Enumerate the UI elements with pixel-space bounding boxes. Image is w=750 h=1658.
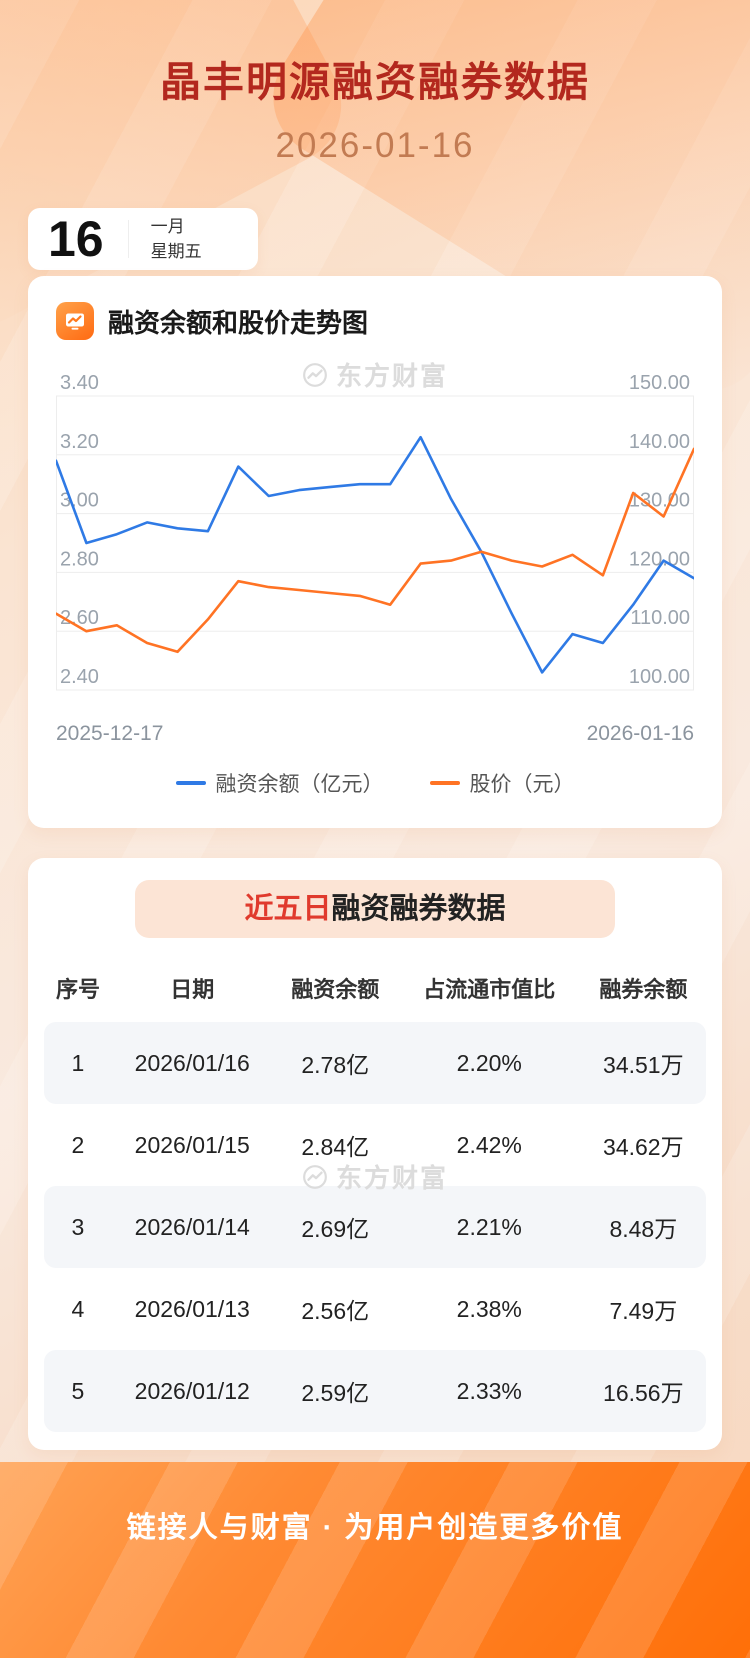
calendar-meta: 一月 星期五 <box>151 214 202 265</box>
table-cell: 5 <box>44 1350 112 1432</box>
svg-text:100.00: 100.00 <box>629 666 690 688</box>
calendar-day: 16 <box>48 211 104 267</box>
svg-text:2.80: 2.80 <box>60 548 99 570</box>
table-cell: 34.51万 <box>580 1022 706 1104</box>
x-axis-labels: 2025-12-17 2026-01-16 <box>56 722 694 746</box>
table-cell: 2.84亿 <box>301 1134 370 1160</box>
legend-mark-blue <box>175 781 206 785</box>
calendar-divider <box>127 220 129 258</box>
footer-stripes <box>0 1462 750 1658</box>
table-cell: 34.62万 <box>603 1134 684 1160</box>
footer: 链接人与财富 · 为用户创造更多价值 <box>0 1462 750 1658</box>
svg-text:3.40: 3.40 <box>60 372 99 394</box>
page-date: 2026-01-16 <box>275 126 475 165</box>
svg-text:150.00: 150.00 <box>629 372 690 394</box>
trend-line-chart: 3.40 150.00 3.20 140.00 3.00 130.00 2.80 120.00… <box>56 372 694 691</box>
svg-text:120.00: 120.00 <box>629 548 690 570</box>
table-cell: 3 <box>44 1186 112 1268</box>
table-cell: 2.42% <box>456 1131 522 1158</box>
chart-section-title: 融资余额和股价走势图 <box>108 307 369 338</box>
table-cell: 2026/01/13 <box>134 1295 250 1322</box>
table-row: 2 2026/01/15 2.84亿 2.42% 34.62万 <box>44 1104 706 1186</box>
x-axis-end-label: 2026-01-16 <box>586 722 694 745</box>
table-title: 近五日融资融券数据 <box>135 880 615 938</box>
chart-legend: 融资余额（亿元） 股价（元） <box>56 768 694 798</box>
table-header-row: 序号 日期 融资余额 占流通市值比 融券余额 <box>44 956 706 1022</box>
page-title: 晶丰明源融资融券数据 <box>160 59 590 105</box>
svg-text:2.40: 2.40 <box>60 666 99 688</box>
chart-area: 东方财富 3.40 150.00 3.20 140.00 3.00 130.00 2.80 1… <box>56 361 694 746</box>
table-title-rest: 融资融券数据 <box>331 893 506 925</box>
table-header-cell: 占流通市值比 <box>423 977 556 1002</box>
table-title-highlight: 近五日 <box>244 893 332 925</box>
table-cell: 7.49万 <box>609 1298 678 1324</box>
table-cell: 2026/01/12 <box>111 1350 273 1432</box>
legend-item-stock-price: 股价（元） <box>429 768 575 798</box>
table-row: 1 2026/01/16 2.78亿 2.20% 34.51万 <box>44 1022 706 1104</box>
table-header-cell: 融券余额 <box>599 977 688 1002</box>
table-cell: 2.21% <box>397 1186 581 1268</box>
calendar-weekday: 星期五 <box>150 242 202 261</box>
svg-text:110.00: 110.00 <box>630 607 690 629</box>
svg-text:3.00: 3.00 <box>60 490 99 512</box>
margin-data-table: 序号 日期 融资余额 占流通市值比 融券余额 1 2026/01/16 2.78亿 2.20% 3… <box>44 956 706 1432</box>
table-cell: 2.33% <box>397 1350 581 1432</box>
legend-label: 股价（元） <box>469 773 575 796</box>
table-cell: 8.48万 <box>580 1186 706 1268</box>
table-cell: 2.56亿 <box>301 1298 370 1324</box>
chart-section-header: 融资余额和股价走势图 <box>56 302 694 340</box>
legend-item-margin-balance: 融资余额（亿元） <box>175 768 384 798</box>
calendar-card: 16 一月 星期五 <box>28 208 258 270</box>
table-cell: 2.38% <box>456 1295 522 1322</box>
calendar-month: 一月 <box>150 216 185 236</box>
chart-card: 融资余额和股价走势图 东方财富 3.40 150.00 3.20 140.00 3.00… <box>28 276 722 828</box>
table-row: 4 2026/01/13 2.56亿 2.38% 7.49万 <box>44 1268 706 1350</box>
table-cell: 2026/01/16 <box>111 1022 273 1104</box>
table-row: 5 2026/01/12 2.59亿 2.33% 16.56万 <box>44 1350 706 1432</box>
table-header-cell: 日期 <box>170 977 215 1002</box>
svg-text:140.00: 140.00 <box>629 431 690 453</box>
table-cell: 2.59亿 <box>272 1350 398 1432</box>
trend-chart-icon <box>56 302 94 340</box>
svg-text:130.00: 130.00 <box>629 490 690 512</box>
table-cell: 16.56万 <box>580 1350 706 1432</box>
table-cell: 2026/01/14 <box>111 1186 273 1268</box>
table-header-cell: 序号 <box>55 977 100 1002</box>
table-row: 3 2026/01/14 2.69亿 2.21% 8.48万 <box>44 1186 706 1268</box>
table-cell: 2.78亿 <box>272 1022 398 1104</box>
table-cell: 2026/01/15 <box>134 1131 250 1158</box>
table-card: 近五日融资融券数据 东方财富 序号 日期 融资余额 占流通市值比 融券余额 1 2026/0… <box>28 858 722 1450</box>
table-cell: 2.69亿 <box>272 1186 398 1268</box>
legend-label: 融资余额（亿元） <box>215 773 384 796</box>
svg-text:3.20: 3.20 <box>60 431 99 453</box>
x-axis-start-label: 2025-12-17 <box>56 722 164 745</box>
table-cell: 4 <box>71 1295 85 1322</box>
table-cell: 2.20% <box>397 1022 581 1104</box>
table-header-cell: 融资余额 <box>291 977 380 1002</box>
footer-slogan: 链接人与财富 · 为用户创造更多价值 <box>126 1512 624 1544</box>
legend-mark-orange <box>429 781 460 785</box>
svg-text:2.60: 2.60 <box>60 607 99 629</box>
table-cell: 2 <box>71 1131 85 1158</box>
table-cell: 1 <box>44 1022 112 1104</box>
